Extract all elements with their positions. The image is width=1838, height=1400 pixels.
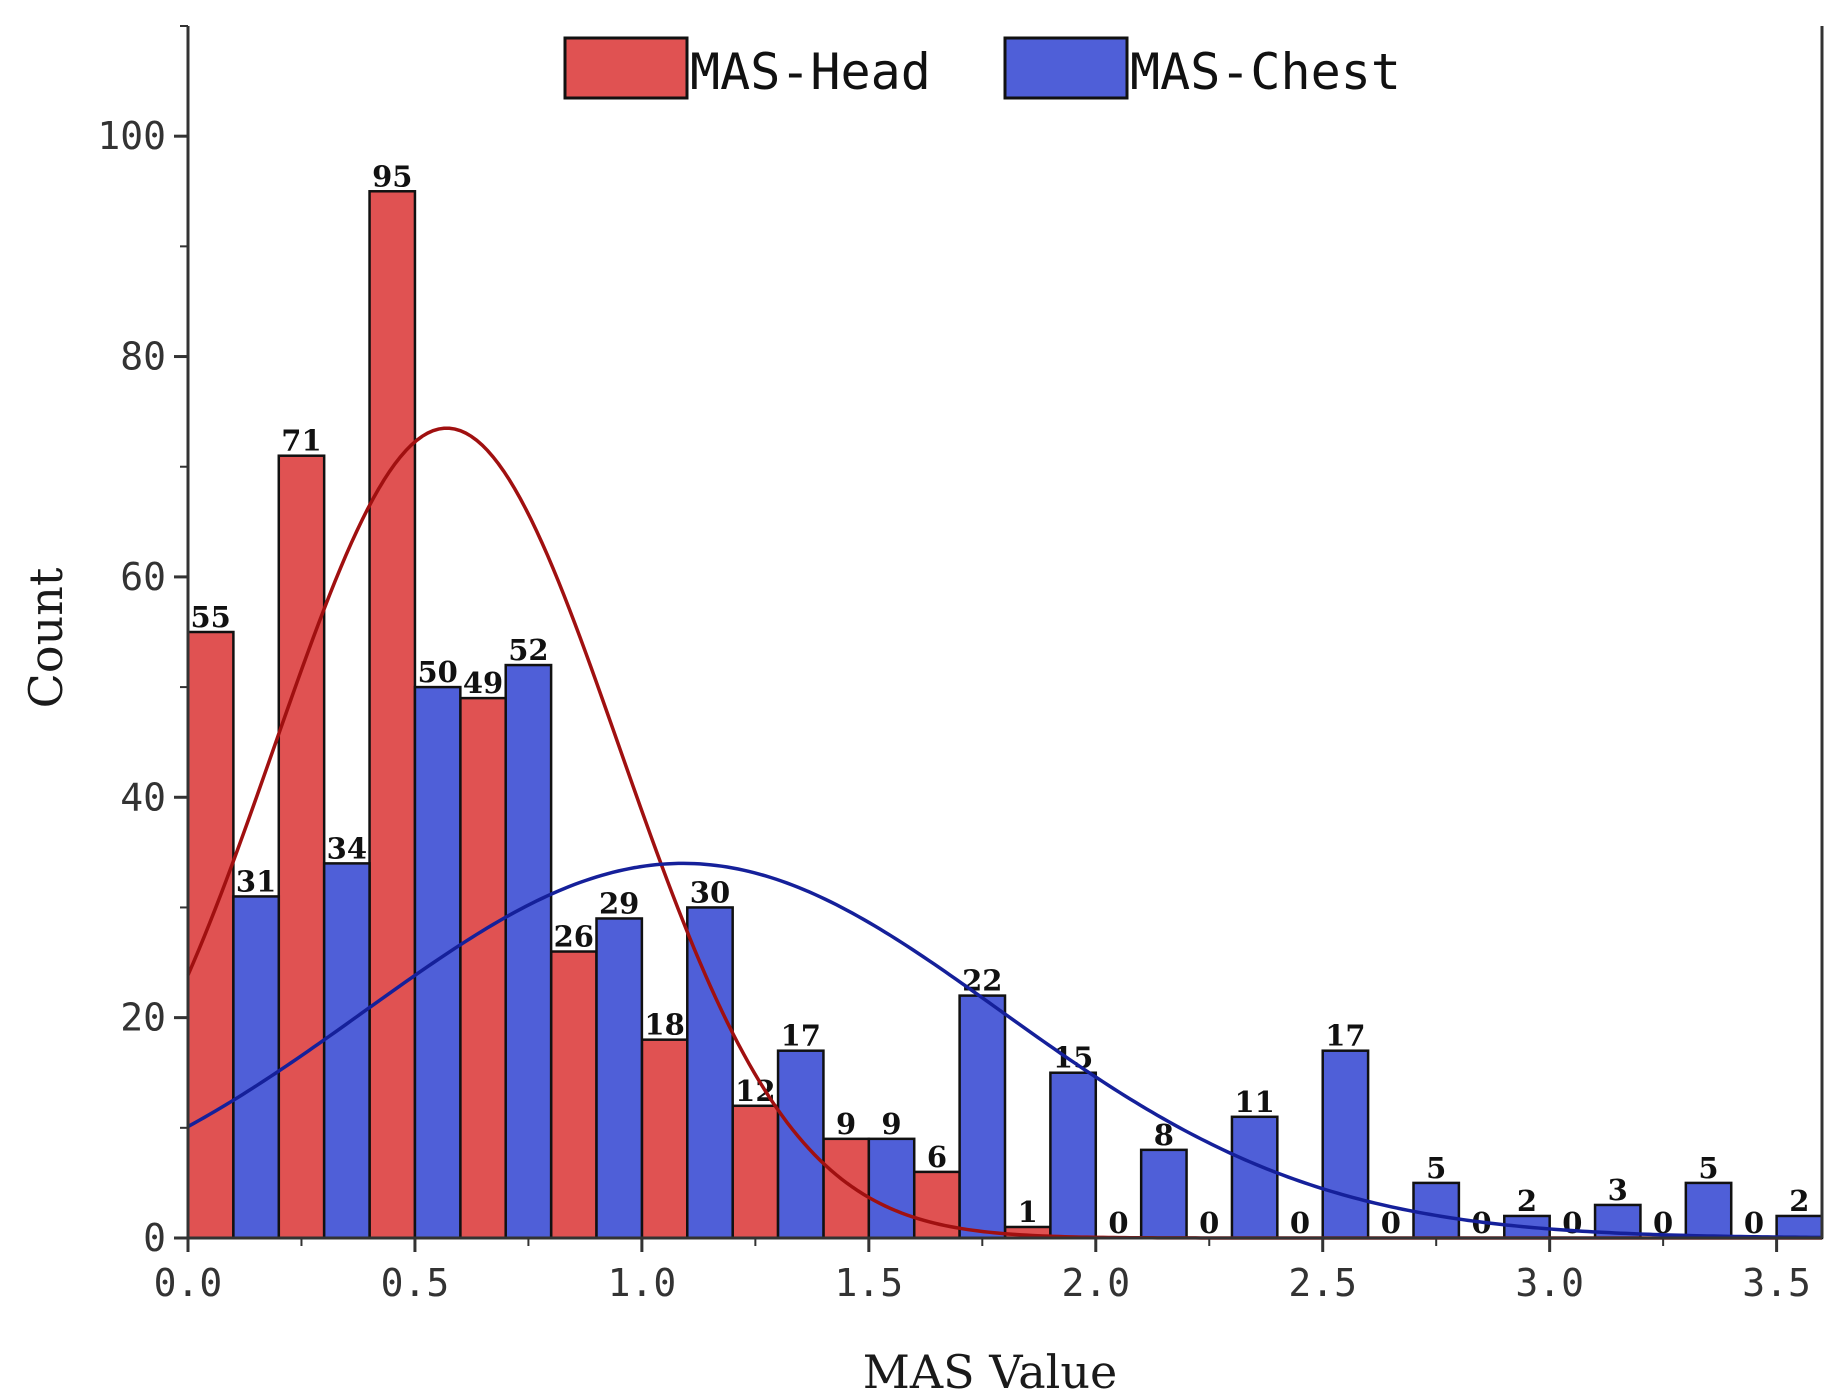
x-tick-label-5: 2.5 [1288,1261,1357,1305]
x-tick-label-6: 3.0 [1515,1261,1584,1305]
bar-label-chest-5: 30 [690,875,730,909]
x-axis-title: MAS Value [863,1345,1117,1399]
bar-label-chest-7: 9 [881,1107,901,1141]
bar-label-chest-3: 52 [508,633,548,667]
x-tick-label-7: 3.5 [1742,1261,1811,1305]
bar-label-chest-6: 17 [781,1019,821,1053]
bar-head-0 [186,630,235,1240]
bar-chest-5 [686,906,734,1240]
legend-swatch-head [563,36,689,100]
bar-label-head-7: 9 [836,1107,856,1141]
bar-label-chest-10: 8 [1154,1118,1174,1152]
y-axis-title: Count [19,567,73,708]
bars-layer [186,190,1824,1240]
bar-label-head-4: 26 [554,920,594,954]
bar-head-1 [277,454,326,1240]
bar-label-chest-11: 11 [1234,1085,1274,1119]
bar-label-head-17: 0 [1744,1206,1764,1240]
bar-label-head-3: 49 [463,666,503,700]
legend-swatch-chest [1003,36,1129,100]
y-tick-label-1: 20 [120,996,166,1040]
bar-chest-12 [1321,1049,1370,1240]
y-tick-label-0: 0 [143,1216,166,1260]
bar-label-chest-17: 2 [1789,1184,1809,1218]
bar-head-2 [368,190,417,1240]
bar-label-chest-12: 17 [1325,1019,1365,1053]
legend-label-head: MAS-Head [690,43,931,101]
x-tick-label-4: 2.0 [1061,1261,1130,1305]
bar-chest-6 [776,1049,825,1240]
bar-label-chest-16: 5 [1698,1151,1718,1185]
y-tick-label-4: 80 [120,335,166,379]
bar-label-chest-13: 5 [1426,1151,1446,1185]
y-tick-label-5: 100 [97,114,166,158]
bar-head-7 [822,1137,871,1240]
bar-label-head-9: 1 [1018,1195,1038,1229]
bar-chest-8 [958,994,1007,1240]
bar-label-head-0: 55 [191,600,231,634]
bar-label-chest-14: 2 [1517,1184,1537,1218]
bar-label-chest-1: 34 [327,831,367,865]
bar-chest-4 [595,917,644,1240]
bar-label-chest-15: 3 [1608,1173,1628,1207]
bar-chest-7 [867,1137,916,1240]
bar-head-6 [731,1104,780,1240]
bar-label-chest-2: 50 [417,655,457,689]
bar-chest-11 [1230,1115,1279,1240]
bar-chest-9 [1049,1071,1098,1240]
bar-chest-16 [1684,1181,1733,1240]
bar-label-chest-0: 31 [236,864,276,898]
bar-label-head-8: 6 [927,1140,947,1174]
bar-label-head-12: 0 [1290,1206,1310,1240]
bar-chest-3 [504,663,553,1240]
bar-chest-13 [1412,1181,1461,1240]
bar-chest-10 [1139,1148,1188,1240]
bar-label-head-11: 0 [1199,1206,1219,1240]
legend-label-chest: MAS-Chest [1130,43,1401,101]
x-tick-label-0: 0.0 [154,1261,223,1305]
bar-label-chest-8: 22 [962,964,1002,998]
bar-label-head-2: 95 [372,159,412,193]
bar-label-head-6: 12 [735,1074,775,1108]
legend: MAS-Head MAS-Chest [563,36,1401,101]
y-tick-label-2: 40 [120,775,166,819]
x-tick-label-1: 0.5 [381,1261,450,1305]
bar-label-head-16: 0 [1653,1206,1673,1240]
bar-chest-17 [1775,1214,1824,1240]
bar-head-4 [549,950,598,1240]
x-tick-label-3: 1.5 [835,1261,904,1305]
bar-chest-1 [322,862,371,1240]
bar-chest-0 [232,895,281,1240]
bar-label-head-1: 71 [281,424,321,458]
bar-chest-2 [413,685,462,1240]
bar-label-head-10: 0 [1108,1206,1128,1240]
bar-label-chest-4: 29 [599,886,639,920]
bar-label-head-13: 0 [1381,1206,1401,1240]
fit-curve-chest [187,861,1823,1240]
x-tick-label-2: 1.0 [608,1261,677,1305]
y-tick-label-3: 60 [120,555,166,599]
bar-head-5 [640,1038,689,1240]
bar-head-3 [459,696,507,1240]
bar-label-head-5: 18 [644,1008,684,1042]
bar-label-head-15: 0 [1562,1206,1582,1240]
